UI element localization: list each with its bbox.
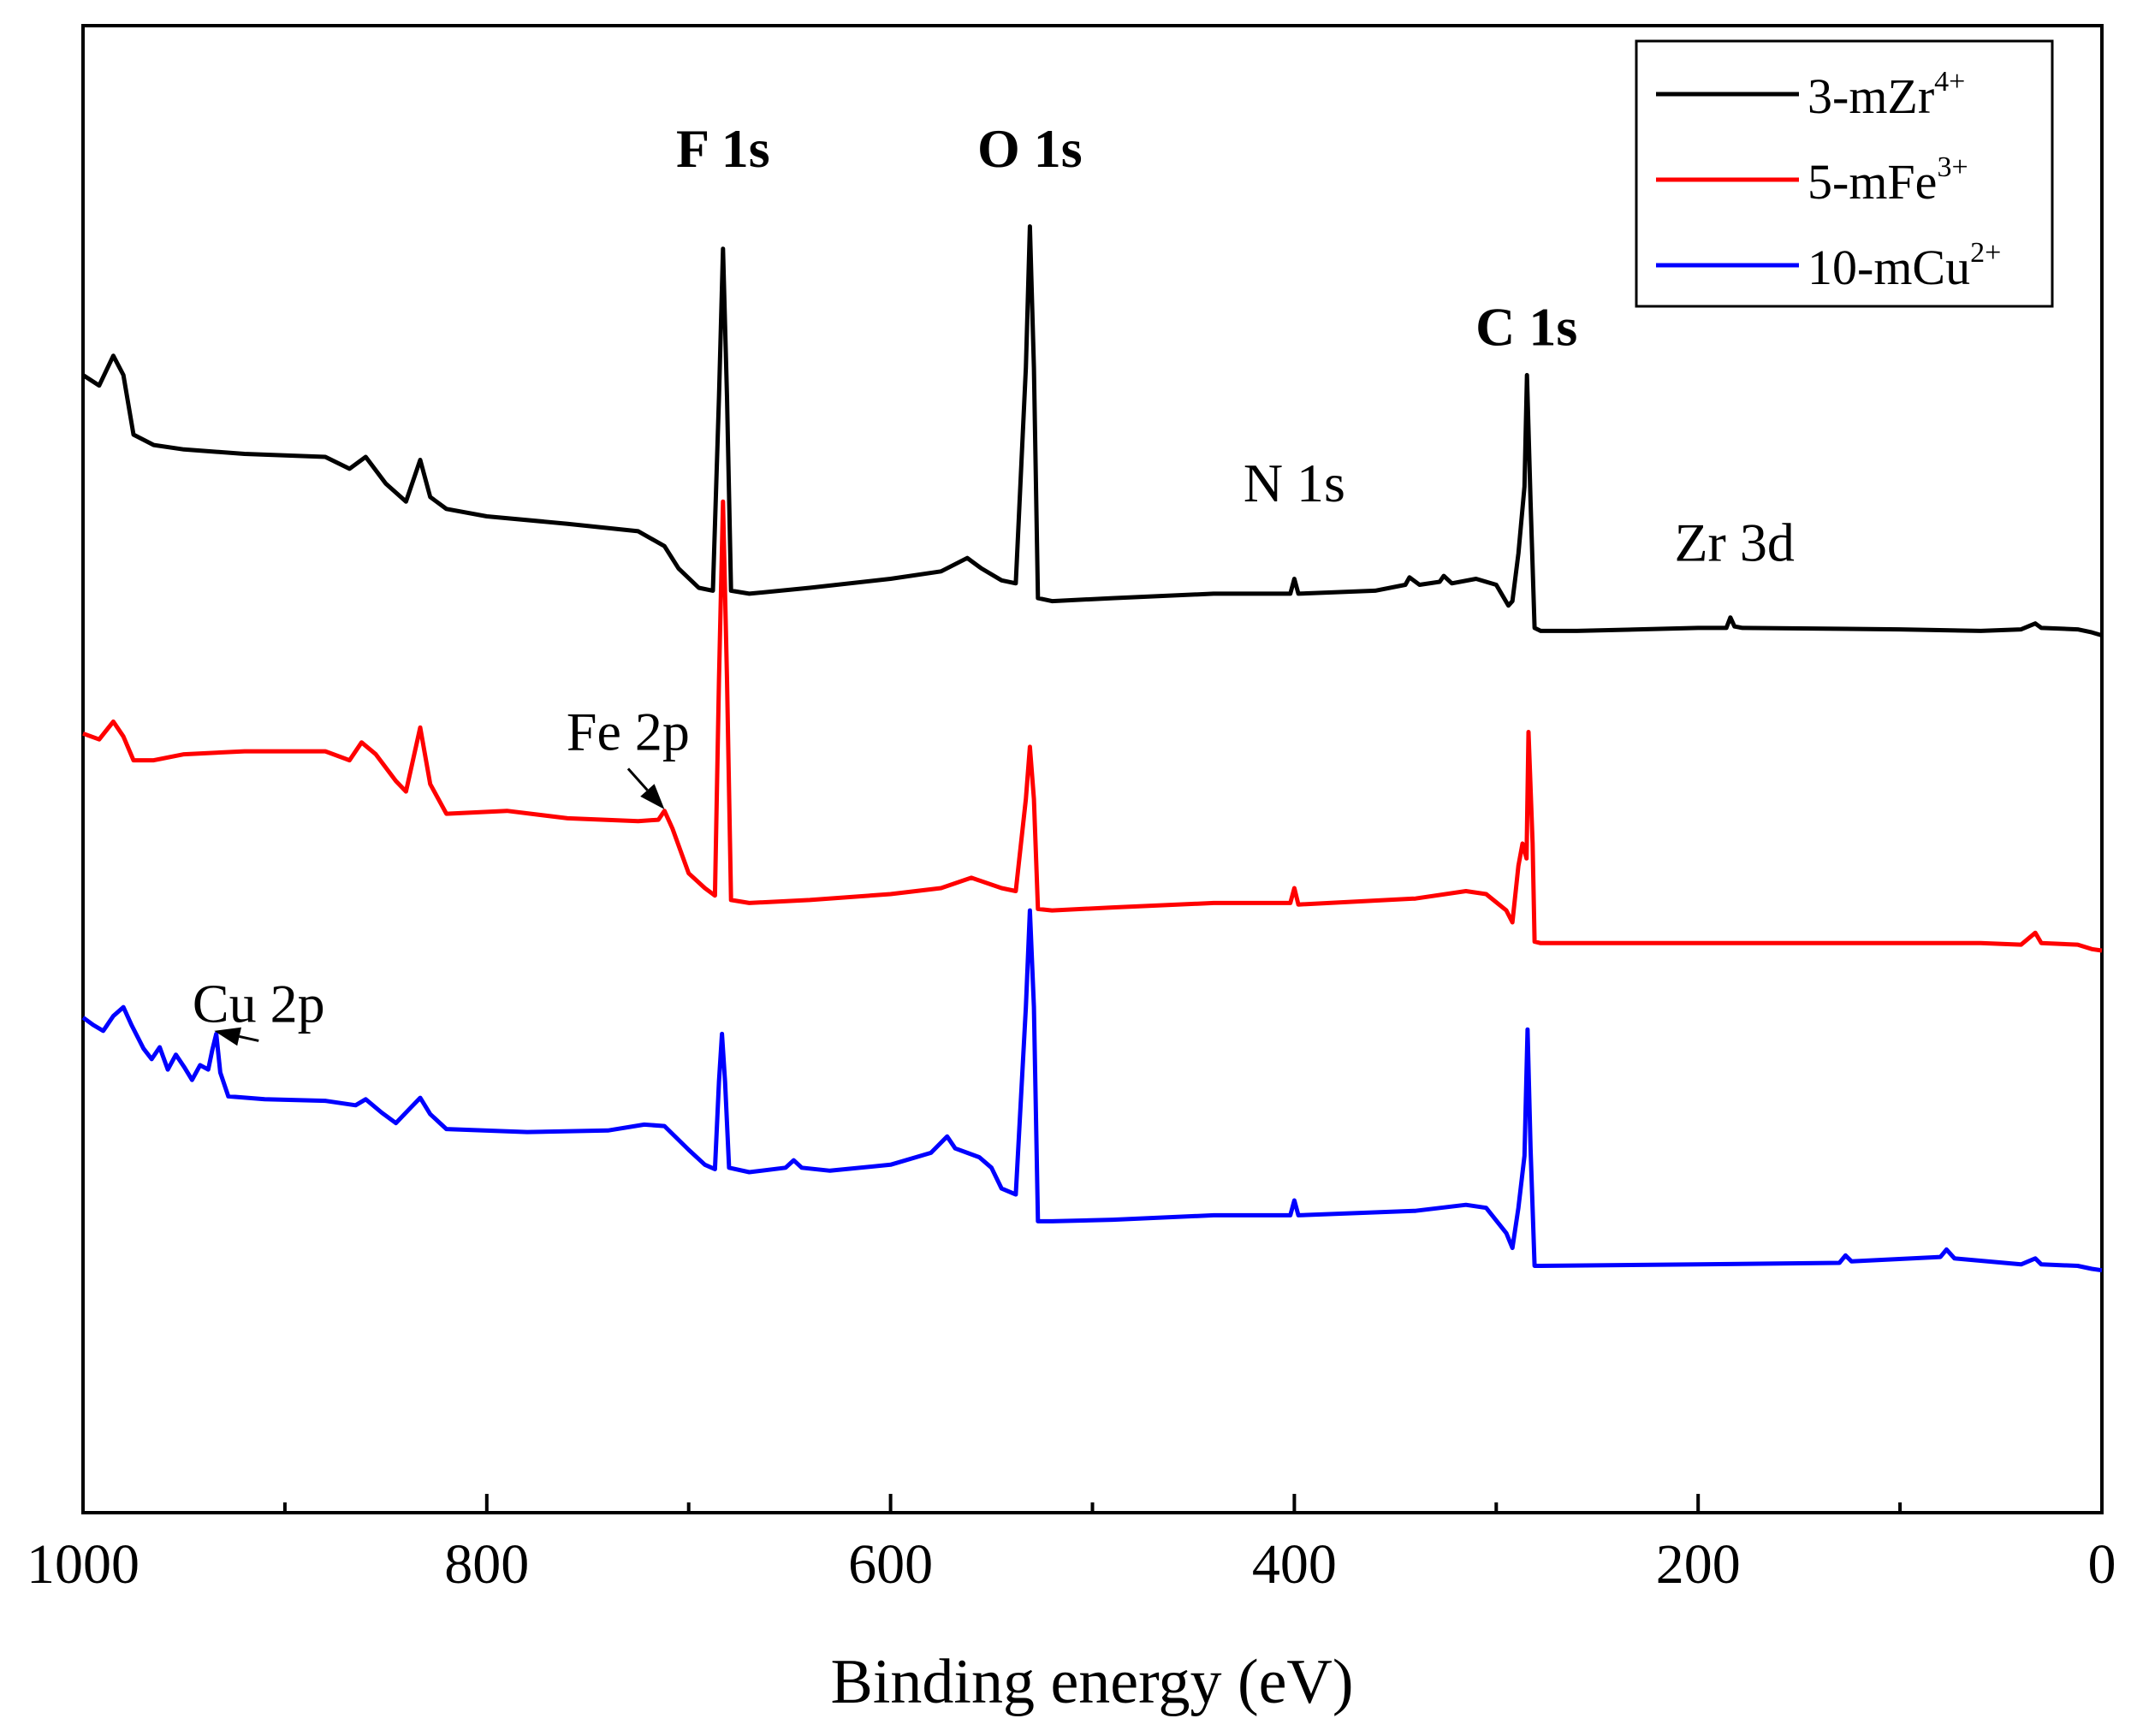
legend-label-2: 5-mFe3+ — [1807, 151, 1968, 210]
x-axis-ticks: 1000 800 600 400 200 0 — [27, 1494, 2116, 1596]
x-tick-label: 800 — [444, 1533, 529, 1596]
x-axis-title: Binding energy (eV) — [830, 1647, 1353, 1717]
peak-label: Cu 2p — [193, 973, 325, 1034]
peak-label: F 1s — [676, 118, 770, 179]
legend-label-1: 3-mZr4+ — [1807, 66, 1965, 124]
series-layer — [81, 224, 2103, 1273]
series-line-2 — [82, 499, 2103, 953]
peak-annotations: F 1s O 1s C 1s N 1s Zr 3d Fe 2p Cu 2p — [193, 118, 1795, 1046]
peak-label: N 1s — [1244, 453, 1345, 513]
x-tick-label: 1000 — [27, 1533, 139, 1596]
x-tick-label: 0 — [2088, 1533, 2116, 1596]
legend: 3-mZr4+ 5-mFe3+ 10-mCu2+ — [1635, 39, 2054, 308]
x-tick-label: 600 — [848, 1533, 933, 1596]
peak-label: C 1s — [1475, 297, 1577, 358]
legend-label-3: 10-mCu2+ — [1807, 237, 2001, 295]
annotation-arrowhead — [640, 784, 665, 809]
x-tick-label: 200 — [1656, 1533, 1741, 1596]
annotation-arrow-line — [626, 767, 649, 791]
annotation-arrow-line — [239, 1034, 259, 1042]
peak-label: Fe 2p — [567, 701, 690, 761]
annotation-arrowhead — [214, 1027, 241, 1046]
series-line-1 — [81, 224, 2103, 637]
legend-box — [1635, 39, 2054, 308]
peak-label: Zr 3d — [1674, 513, 1794, 573]
series-line-3 — [81, 908, 2103, 1273]
x-tick-label: 400 — [1252, 1533, 1337, 1596]
peak-label: O 1s — [977, 118, 1083, 179]
